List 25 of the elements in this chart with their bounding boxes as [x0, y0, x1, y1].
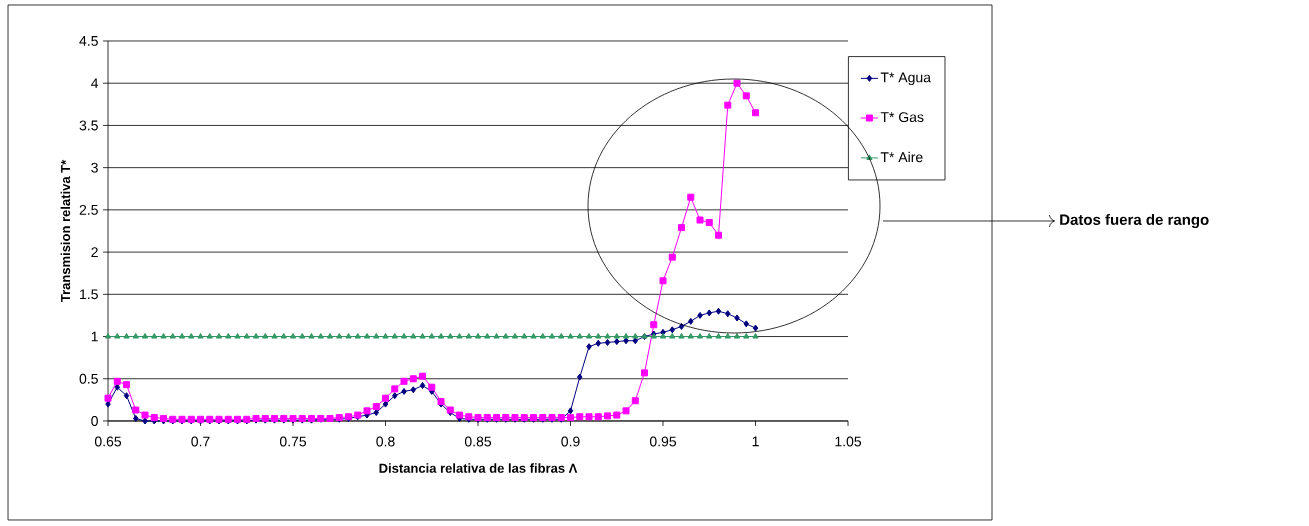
x-tick-label: 0.75: [279, 436, 307, 447]
y-tick-label: 1.5: [80, 289, 98, 300]
legend-label: T* Agua: [880, 72, 931, 86]
x-tick-label: 0.8: [376, 436, 395, 447]
y-tick-label: 2.5: [79, 204, 98, 215]
y-tick-label: 3: [91, 162, 98, 173]
y-tick-label: 0: [91, 416, 98, 426]
y-tick-label: 2: [91, 247, 98, 257]
x-tick-label: 0.95: [649, 436, 677, 447]
x-tick-label: 0.65: [94, 436, 122, 447]
legend-label: T* Aire: [880, 151, 923, 163]
y-tick-label: 1: [91, 331, 98, 342]
y-tick-label: 4: [91, 78, 99, 89]
y-tick-label: 0.5: [79, 373, 98, 384]
x-tick-label: 1.05: [835, 436, 862, 447]
y-tick-label: 4.5: [79, 36, 98, 46]
x-tick-label: 0.85: [464, 436, 492, 447]
x-tick-label: 0.9: [561, 436, 580, 447]
y-axis-title: Transmision relativa T*: [60, 159, 71, 303]
x-axis-title: Distancia relativa de las fibras Λ: [379, 463, 578, 473]
text: Datos fuera de rango: [1060, 213, 1209, 228]
y-tick-label: 3.5: [79, 120, 98, 131]
legend-label: T* Gas: [880, 112, 924, 123]
x-tick-label: 0.7: [191, 436, 210, 447]
x-tick-label: 1: [752, 436, 759, 447]
